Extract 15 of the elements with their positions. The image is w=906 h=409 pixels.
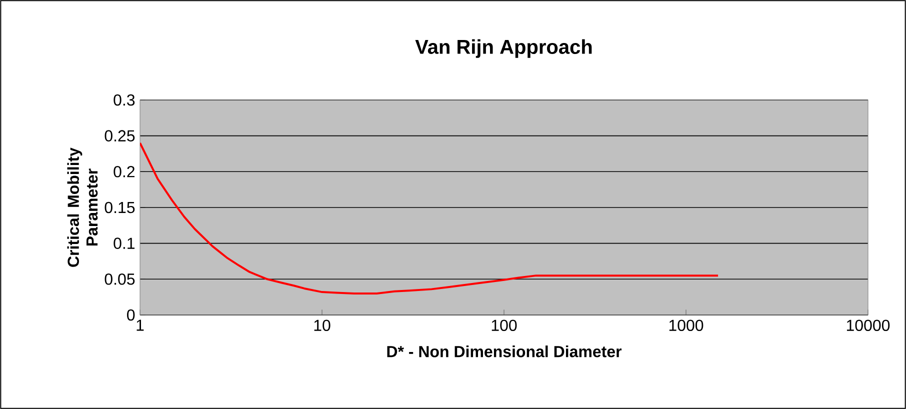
y-tick-label: 0.3: [114, 94, 135, 106]
x-tick-label: 10000: [846, 320, 890, 332]
y-tick-label: 0.2: [114, 166, 134, 178]
y-tick-label: 0.05: [104, 273, 135, 285]
x-tick-label: 10: [314, 320, 330, 332]
x-axis-title: D* - Non Dimensional Diameter: [387, 346, 622, 358]
y-tick-label: 0.15: [104, 202, 135, 214]
x-tick-label: 1: [136, 320, 144, 331]
x-tick-label: 1000: [669, 320, 704, 332]
y-axis-title: Critical Mobility Parameter: [67, 148, 98, 267]
y-tick-label: 0: [127, 309, 135, 321]
x-tick-label: 100: [492, 320, 517, 332]
y-tick-label: 0.1: [114, 238, 135, 249]
chart-title: Van Rijn Approach: [415, 39, 592, 58]
y-tick-label: 0.25: [104, 130, 135, 142]
